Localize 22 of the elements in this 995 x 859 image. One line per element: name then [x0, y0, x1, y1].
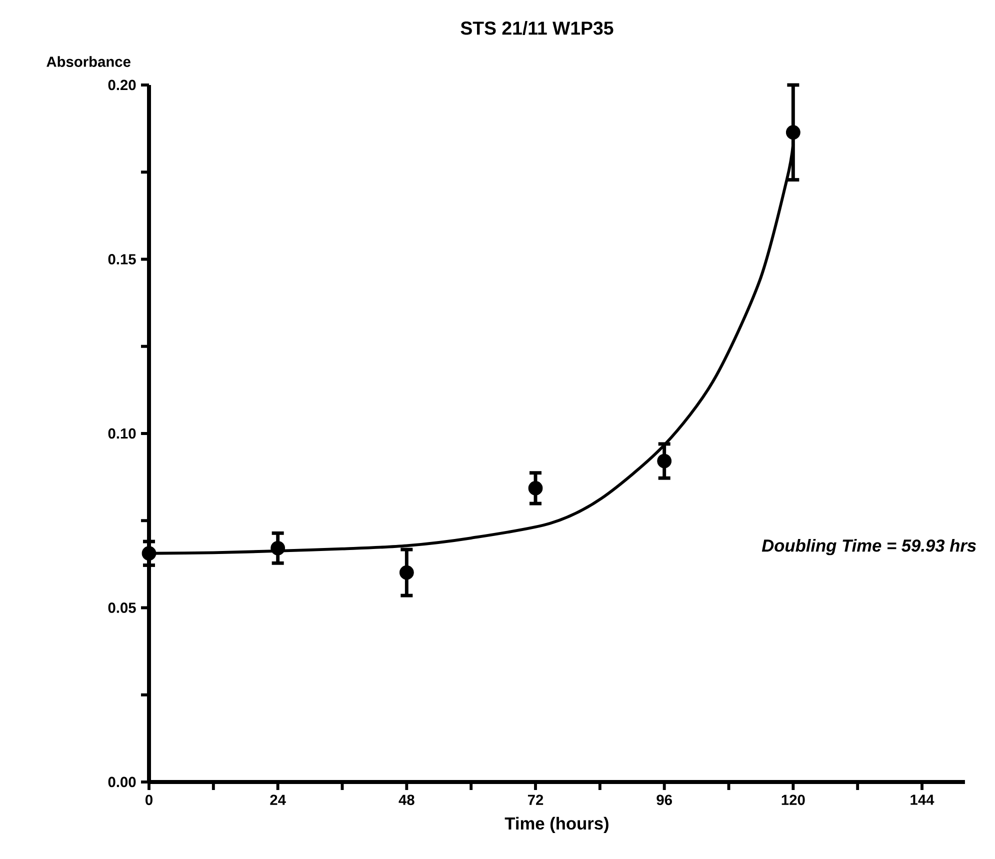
x-tick-label: 48: [398, 794, 414, 806]
x-tick-label: 120: [782, 794, 805, 806]
annotation: Doubling Time = 59.93 hrs: [762, 539, 976, 556]
x-axis-title: Time (hours): [504, 816, 608, 834]
x-tick-label: 24: [270, 794, 286, 805]
point: [270, 540, 286, 556]
y-tick-label: 0.15: [108, 254, 136, 264]
y-tick-label: 0.20: [108, 80, 136, 90]
point: [657, 454, 672, 468]
point: [142, 546, 156, 561]
y-axis-title: Absorbance: [46, 56, 130, 67]
x-tick-label: 144: [910, 794, 934, 805]
chart-title: STS 21/11 W1P35: [460, 21, 614, 35]
y-tick-label: 0.05: [108, 602, 136, 613]
point: [786, 125, 800, 140]
x-tick-label: 96: [656, 794, 672, 806]
point: [399, 565, 414, 580]
y-tick-label: 0.10: [108, 428, 136, 439]
point: [528, 481, 543, 496]
y-tick-label: 0.00: [108, 776, 136, 788]
x-tick-label: 0: [146, 794, 152, 806]
x-tick-label: 72: [528, 794, 544, 805]
